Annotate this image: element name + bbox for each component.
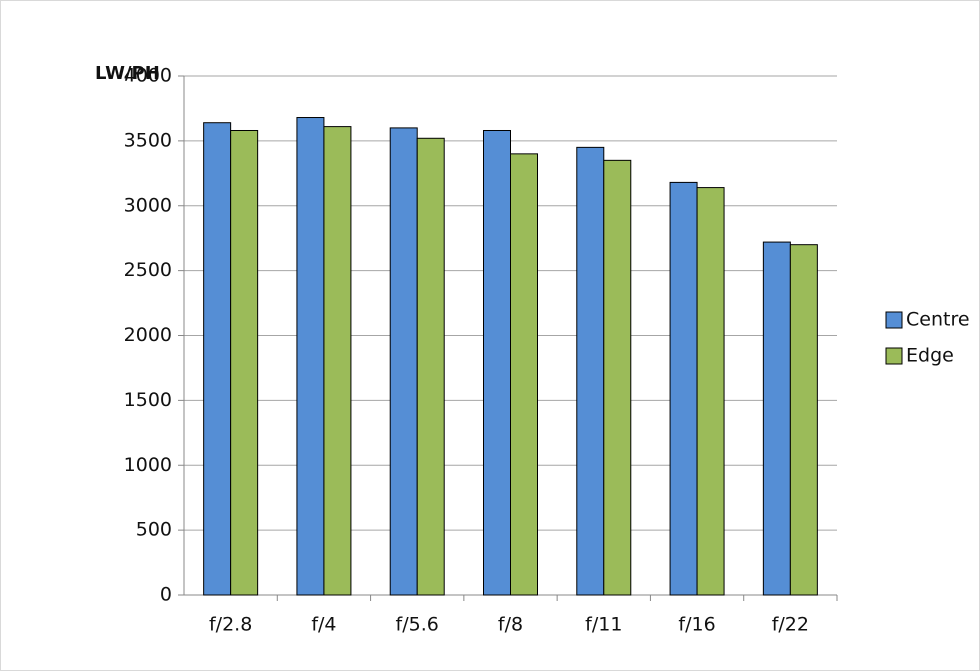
- bar: [789, 244, 818, 596]
- y-tick-label: 0: [160, 584, 172, 606]
- bar: [510, 153, 538, 596]
- y-tick-label: 2500: [124, 259, 172, 281]
- bar: [389, 127, 418, 596]
- legend-label: Centre: [906, 309, 970, 331]
- x-tick-label: f/2.8: [209, 614, 252, 636]
- bar: [762, 241, 791, 596]
- x-tick-label: f/5.6: [396, 614, 439, 636]
- bar: [203, 122, 232, 596]
- bar: [296, 117, 325, 596]
- bar: [696, 187, 725, 596]
- bar: [669, 181, 698, 596]
- bar: [483, 129, 511, 596]
- y-tick-label: 4000: [124, 65, 172, 87]
- y-axis-label: LW/PH: [95, 63, 160, 84]
- bar: [576, 146, 605, 596]
- y-tick-label: 2000: [124, 324, 172, 346]
- x-tick-label: f/22: [772, 614, 809, 636]
- legend-swatch: [885, 311, 903, 329]
- x-tick-label: f/4: [311, 614, 336, 636]
- x-tick-label: f/11: [585, 614, 622, 636]
- y-tick-label: 1500: [124, 389, 172, 411]
- bar: [416, 137, 445, 596]
- legend-label: Edge: [906, 345, 954, 367]
- y-tick-label: 3000: [124, 194, 172, 216]
- bar: [230, 129, 259, 596]
- legend-swatch: [885, 347, 903, 365]
- x-tick-label: f/16: [678, 614, 715, 636]
- bar: [323, 126, 352, 596]
- y-tick-label: 1000: [124, 454, 172, 476]
- x-tick-label: f/8: [498, 614, 523, 636]
- y-tick-label: 500: [136, 519, 172, 541]
- bar: [603, 159, 632, 596]
- y-tick-label: 3500: [124, 129, 172, 151]
